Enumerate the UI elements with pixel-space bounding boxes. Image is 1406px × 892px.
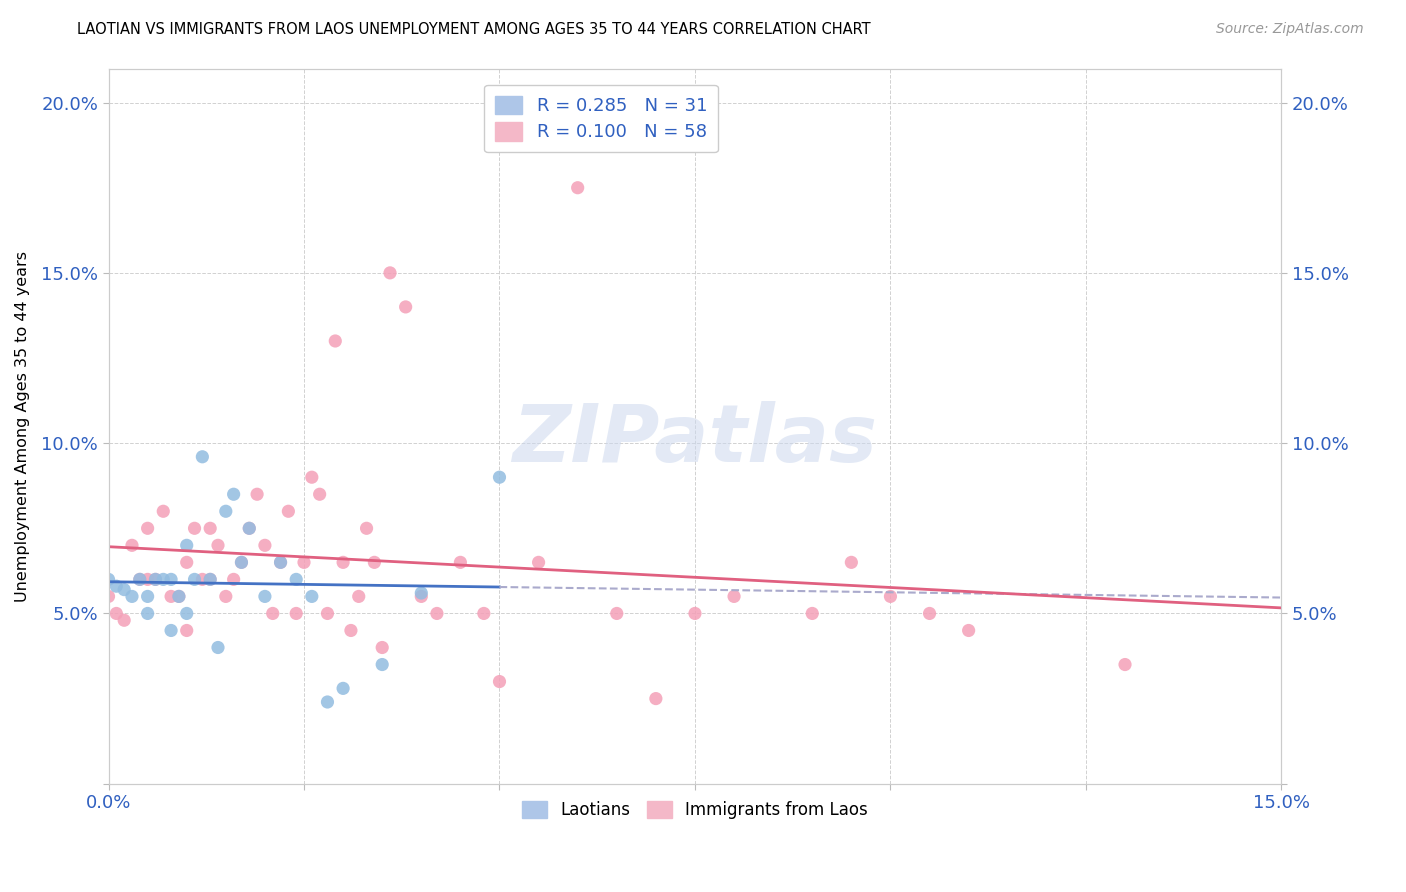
- Point: [160, 590, 183, 604]
- Point: [191, 450, 214, 464]
- Point: [238, 521, 260, 535]
- Point: [347, 590, 370, 604]
- Point: [128, 573, 150, 587]
- Point: [231, 555, 253, 569]
- Point: [285, 573, 308, 587]
- Point: [918, 607, 941, 621]
- Point: [176, 538, 198, 552]
- Point: [176, 555, 198, 569]
- Point: [285, 607, 308, 621]
- Point: [198, 521, 221, 535]
- Point: [160, 624, 183, 638]
- Point: [262, 607, 284, 621]
- Point: [606, 607, 628, 621]
- Point: [112, 613, 135, 627]
- Text: LAOTIAN VS IMMIGRANTS FROM LAOS UNEMPLOYMENT AMONG AGES 35 TO 44 YEARS CORRELATI: LAOTIAN VS IMMIGRANTS FROM LAOS UNEMPLOY…: [77, 22, 870, 37]
- Point: [105, 579, 128, 593]
- Point: [207, 538, 229, 552]
- Point: [395, 300, 418, 314]
- Point: [371, 657, 394, 672]
- Point: [340, 624, 363, 638]
- Point: [145, 573, 167, 587]
- Point: [356, 521, 378, 535]
- Point: [145, 573, 167, 587]
- Point: [879, 590, 901, 604]
- Point: [723, 590, 745, 604]
- Point: [308, 487, 330, 501]
- Point: [167, 590, 190, 604]
- Point: [215, 590, 238, 604]
- Point: [136, 573, 159, 587]
- Point: [231, 555, 253, 569]
- Point: [449, 555, 471, 569]
- Point: [411, 590, 433, 604]
- Point: [323, 334, 346, 348]
- Point: [167, 590, 190, 604]
- Point: [363, 555, 385, 569]
- Point: [1114, 657, 1136, 672]
- Point: [176, 607, 198, 621]
- Point: [121, 538, 143, 552]
- Point: [136, 607, 159, 621]
- Point: [112, 582, 135, 597]
- Point: [841, 555, 863, 569]
- Point: [527, 555, 550, 569]
- Point: [332, 555, 354, 569]
- Point: [316, 607, 339, 621]
- Text: ZIPatlas: ZIPatlas: [512, 401, 877, 479]
- Point: [411, 586, 433, 600]
- Point: [215, 504, 238, 518]
- Point: [488, 674, 510, 689]
- Point: [332, 681, 354, 696]
- Point: [152, 504, 174, 518]
- Point: [301, 590, 323, 604]
- Y-axis label: Unemployment Among Ages 35 to 44 years: Unemployment Among Ages 35 to 44 years: [15, 251, 30, 601]
- Point: [683, 607, 706, 621]
- Point: [253, 538, 276, 552]
- Point: [472, 607, 495, 621]
- Legend: Laotians, Immigrants from Laos: Laotians, Immigrants from Laos: [515, 794, 875, 825]
- Point: [191, 573, 214, 587]
- Point: [488, 470, 510, 484]
- Point: [246, 487, 269, 501]
- Point: [426, 607, 449, 621]
- Point: [105, 607, 128, 621]
- Point: [183, 521, 205, 535]
- Point: [136, 521, 159, 535]
- Point: [567, 180, 589, 194]
- Point: [97, 573, 120, 587]
- Point: [136, 590, 159, 604]
- Point: [301, 470, 323, 484]
- Point: [198, 573, 221, 587]
- Point: [152, 573, 174, 587]
- Point: [176, 624, 198, 638]
- Text: Source: ZipAtlas.com: Source: ZipAtlas.com: [1216, 22, 1364, 37]
- Point: [160, 573, 183, 587]
- Point: [198, 573, 221, 587]
- Point: [644, 691, 666, 706]
- Point: [957, 624, 980, 638]
- Point: [253, 590, 276, 604]
- Point: [128, 573, 150, 587]
- Point: [207, 640, 229, 655]
- Point: [378, 266, 401, 280]
- Point: [277, 504, 299, 518]
- Point: [121, 590, 143, 604]
- Point: [270, 555, 292, 569]
- Point: [238, 521, 260, 535]
- Point: [292, 555, 315, 569]
- Point: [97, 590, 120, 604]
- Point: [183, 573, 205, 587]
- Point: [270, 555, 292, 569]
- Point: [222, 573, 245, 587]
- Point: [371, 640, 394, 655]
- Point: [801, 607, 824, 621]
- Point: [316, 695, 339, 709]
- Point: [222, 487, 245, 501]
